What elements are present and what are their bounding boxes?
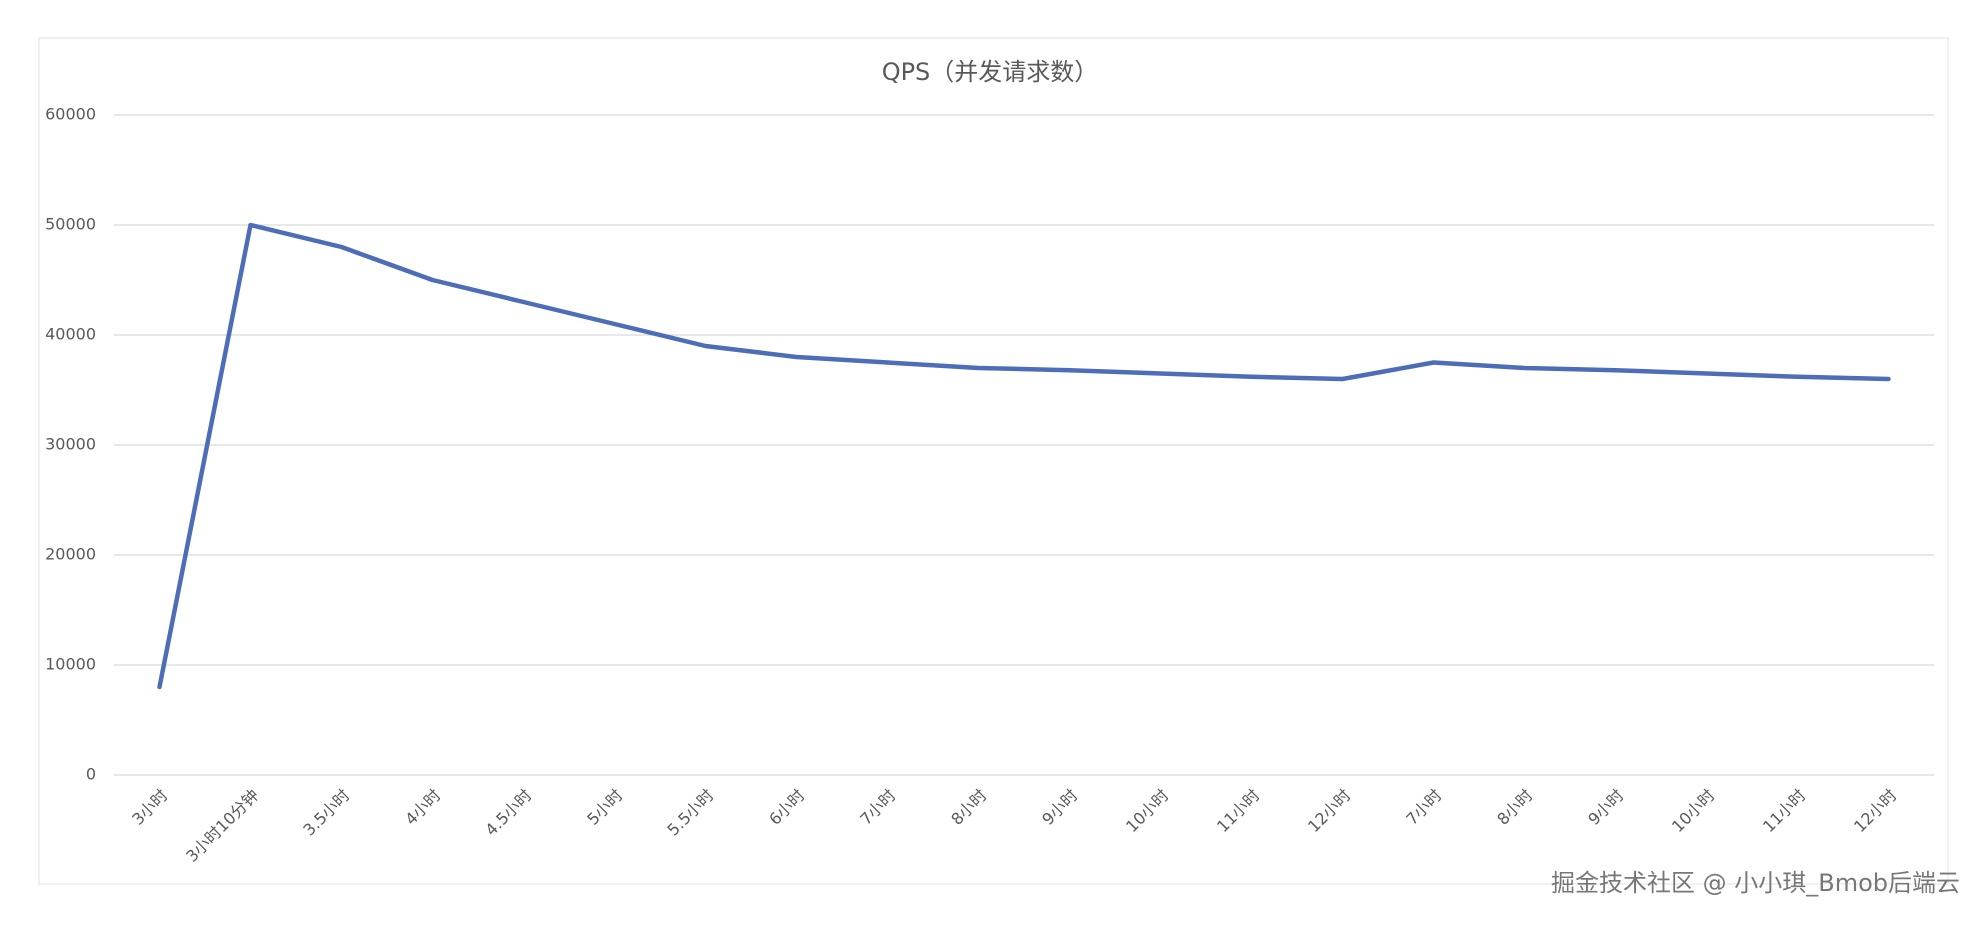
y-tick-label: 0: [86, 765, 96, 784]
y-tick-label: 20000: [45, 545, 96, 564]
line: [157, 222, 1891, 690]
y-tick-label: 40000: [45, 325, 96, 344]
chart-frame: [38, 37, 1949, 885]
y-tick-label: 10000: [45, 655, 96, 674]
y-tick-label: 60000: [45, 105, 96, 124]
y-tick-label: 30000: [45, 435, 96, 454]
watermark: 掘金技术社区 @ 小小琪_Bmob后端云: [1551, 869, 1960, 897]
y-tick-label: 50000: [45, 215, 96, 234]
chart-title: QPS（并发请求数）: [882, 58, 1099, 86]
